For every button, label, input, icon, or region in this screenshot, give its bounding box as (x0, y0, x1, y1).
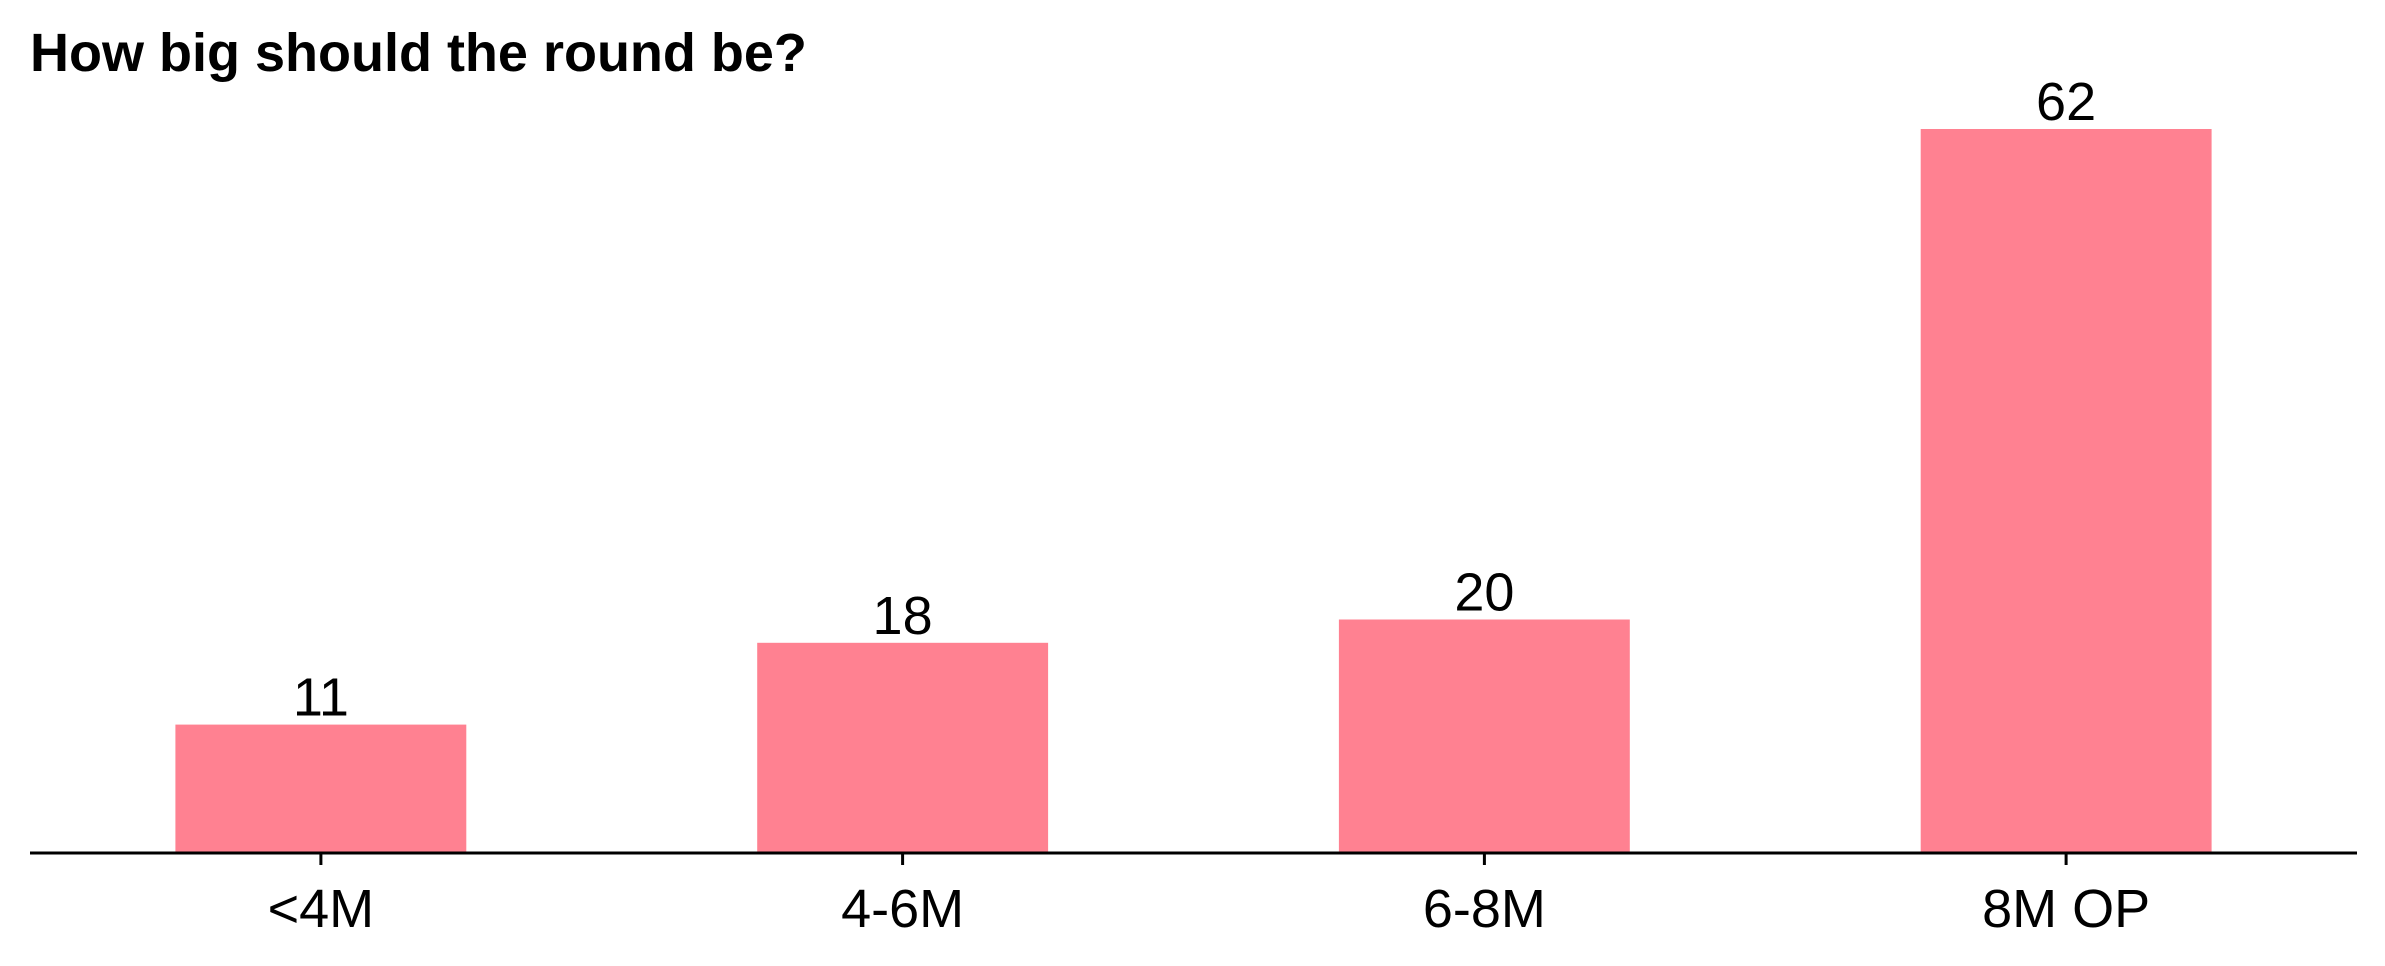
bar-value-label: 11 (293, 668, 349, 728)
bars-group (175, 129, 2212, 853)
bar-value-label: 20 (1454, 563, 1514, 623)
bar-value-label: 18 (873, 586, 933, 646)
x-tick-labels-group: <4M 4-6M 6-8M 8M OP (268, 879, 2151, 939)
x-tick-label: 4-6M (841, 879, 964, 939)
bar-value-label: 62 (2036, 72, 2096, 132)
x-ticks-group (319, 853, 2068, 865)
x-tick-label: <4M (268, 879, 375, 939)
bar (757, 642, 1049, 853)
x-tick-label: 6-8M (1423, 879, 1546, 939)
x-tick-label: 8M OP (1982, 879, 2150, 939)
chart-title: How big should the round be? (30, 23, 807, 83)
bar (175, 724, 467, 853)
bar (1338, 619, 1630, 853)
value-labels-group: 11 18 20 62 (293, 72, 2096, 728)
bar (1920, 129, 2212, 853)
